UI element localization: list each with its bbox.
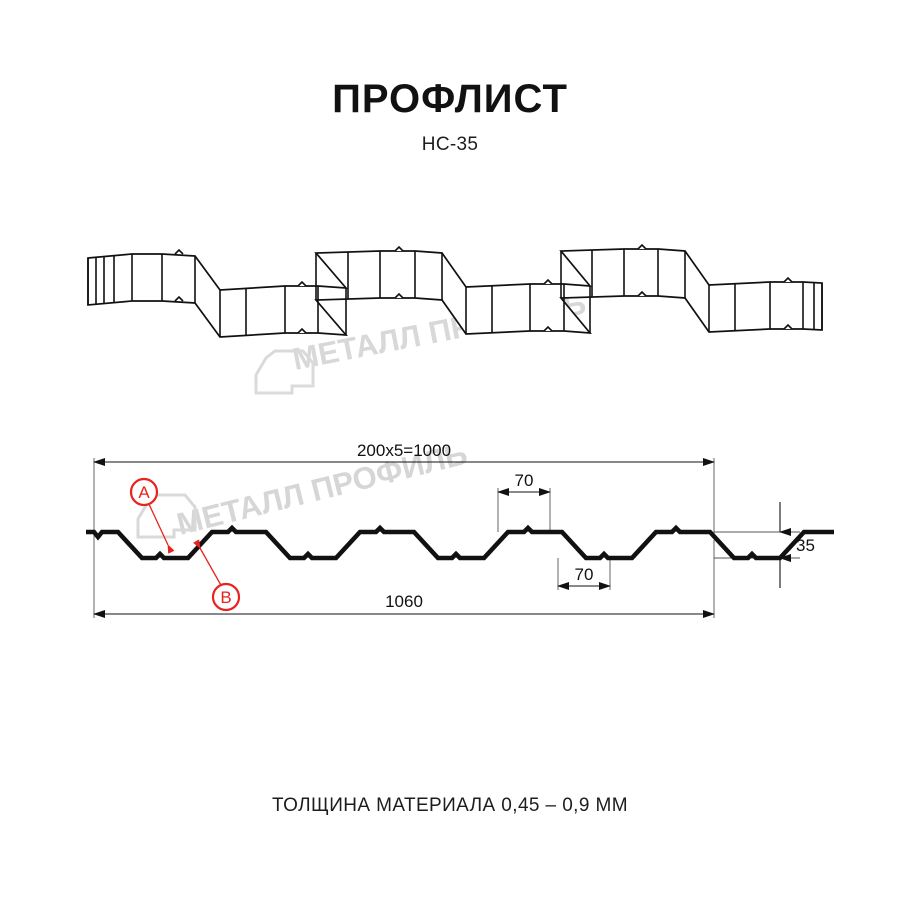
page-header: ПРОФЛИСТ НС-35	[0, 78, 900, 156]
dimension-module-pitch-label: 200x5=1000	[357, 441, 451, 460]
dimension-overall-width: 1060	[93, 592, 715, 618]
dimension-profile-height-label: 35	[796, 536, 815, 555]
profile-section-line	[86, 524, 834, 561]
dimension-bottom-flange: 70	[557, 565, 611, 590]
isometric-profile-view: МЕТАЛЛ ПРОФИЛЬ	[70, 230, 830, 405]
product-model-subtitle: НС-35	[421, 134, 479, 155]
dimension-module-pitch: 200x5=1000	[93, 441, 715, 466]
callout-marker-b: B	[193, 539, 241, 612]
dimension-profile-height: 35	[779, 502, 815, 588]
stiffening-rib-notches	[174, 243, 793, 334]
corrugation-fold-lines	[87, 249, 823, 337]
dimension-bottom-flange-label: 70	[575, 565, 594, 584]
callout-circle-a	[129, 477, 159, 507]
callout-circle-b	[211, 582, 241, 612]
dimension-top-flange-label: 70	[515, 471, 534, 490]
dimension-overall-width-label: 1060	[385, 592, 423, 611]
watermark-logo-icon	[254, 349, 315, 395]
callout-marker-a: A	[129, 477, 175, 554]
dimension-top-flange: 70	[497, 471, 551, 496]
cross-section-drawing: МЕТАЛЛ ПРОФИЛЬ	[80, 436, 840, 680]
callout-label-b: B	[220, 588, 231, 607]
callout-label-a: A	[138, 483, 150, 502]
page-title: ПРОФЛИСТ	[332, 77, 568, 121]
extension-lines	[93, 458, 800, 618]
material-thickness-caption: ТОЛЩИНА МАТЕРИАЛА 0,45 – 0,9 ММ	[272, 795, 628, 816]
watermark-logo-icon-2	[136, 493, 197, 539]
